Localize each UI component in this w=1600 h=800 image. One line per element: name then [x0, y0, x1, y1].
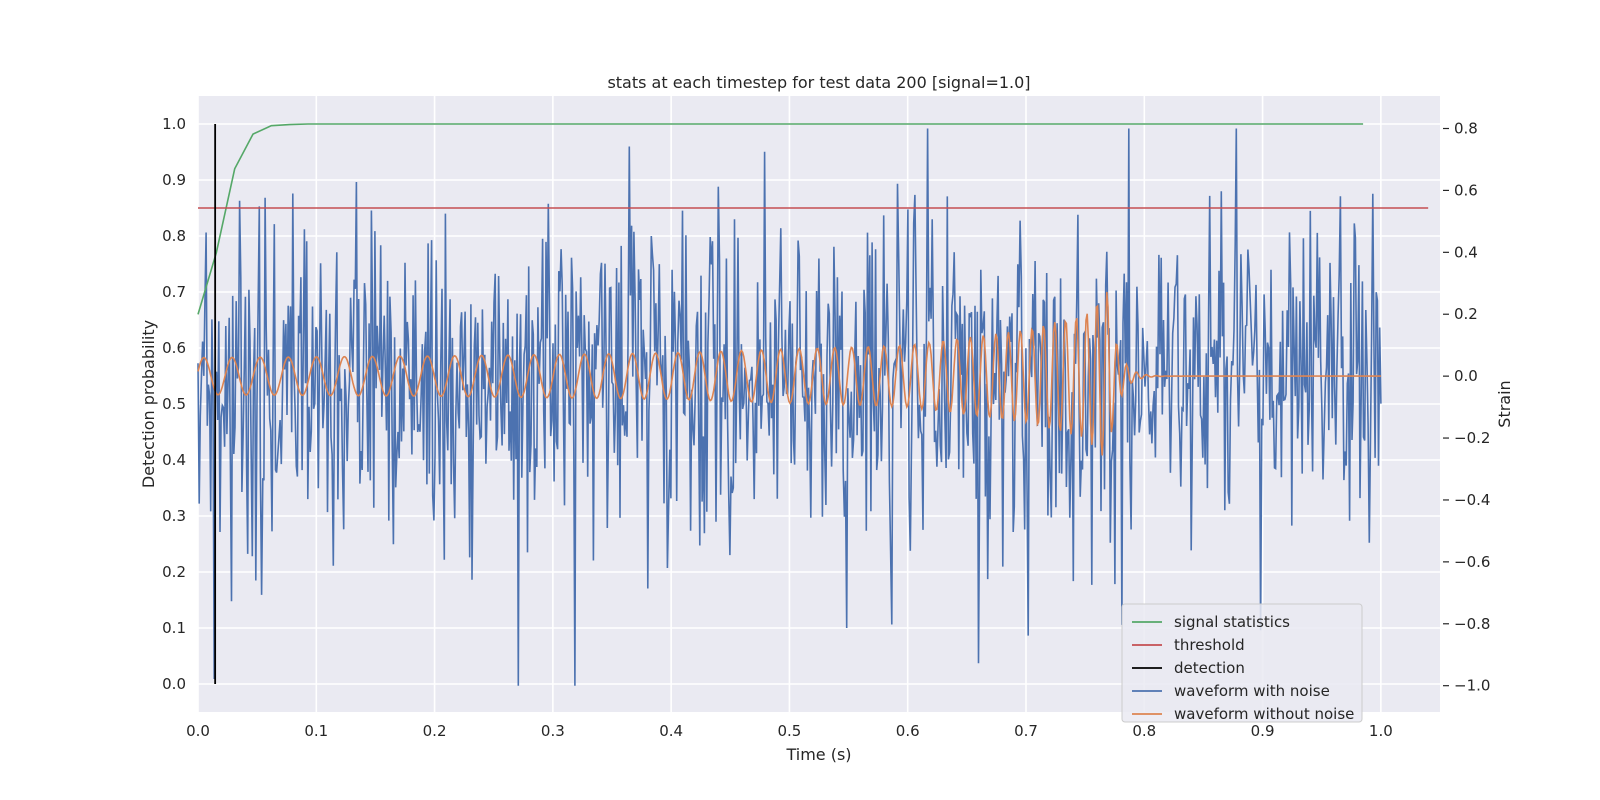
y-tick-label: 0.0	[162, 675, 186, 693]
series-layer	[197, 123, 1429, 686]
y2-tick-label: −0.6	[1454, 553, 1490, 571]
x-tick-label: 0.3	[541, 722, 565, 740]
x-tick-label: 0.6	[896, 722, 920, 740]
y2-tick-label: −0.2	[1454, 429, 1490, 447]
x-tick-label: 0.2	[423, 722, 447, 740]
signal-statistics-line	[197, 123, 1364, 315]
y-tick-label: 1.0	[162, 115, 186, 133]
x-tick-label: 0.0	[186, 722, 210, 740]
y-tick-label: 0.4	[162, 451, 186, 469]
x-tick-label: 0.4	[659, 722, 683, 740]
legend-label: waveform without noise	[1174, 705, 1354, 723]
waveform-without-noise-line	[197, 291, 1381, 456]
y-axis-label: Detection probability	[139, 320, 158, 488]
y2-tick-label: 0.8	[1454, 120, 1478, 138]
y-tick-label: 0.7	[162, 283, 186, 301]
legend-label: detection	[1174, 659, 1245, 677]
x-tick-label: 0.7	[1014, 722, 1038, 740]
x-tick-label: 0.1	[304, 722, 328, 740]
legend-box	[1121, 603, 1363, 723]
y2-tick-label: 0.6	[1454, 181, 1478, 199]
y2-tick-label: 0.0	[1454, 367, 1478, 385]
y-tick-label: 0.9	[162, 171, 186, 189]
legend-label: signal statistics	[1174, 613, 1290, 631]
y2-tick-label: −0.8	[1454, 615, 1490, 633]
y2-tick-label: −1.0	[1454, 677, 1490, 695]
y-tick-label: 0.1	[162, 619, 186, 637]
y-tick-label: 0.8	[162, 227, 186, 245]
y-tick-label: 0.6	[162, 339, 186, 357]
axes: 0.0 0.1 0.2 0.3 0.4 0.5 0.6 0.7 0.8 0.9 1.0 0.0 0.1 0…	[162, 115, 1490, 740]
y-tick-label: 0.2	[162, 563, 186, 581]
y2-tick-label: −0.4	[1454, 491, 1490, 509]
legend-label: threshold	[1174, 636, 1245, 654]
y2-axis-label: Strain	[1495, 380, 1514, 427]
y2-tick-label: 0.4	[1454, 243, 1478, 261]
x-tick-label: 1.0	[1369, 722, 1393, 740]
chart-title: stats at each timestep for test data 200…	[607, 73, 1030, 92]
x-tick-label: 0.5	[777, 722, 801, 740]
y-tick-label: 0.5	[162, 395, 186, 413]
legend: signal statistics threshold detection wavef…	[1121, 603, 1363, 723]
x-axis-label: Time (s)	[785, 745, 851, 764]
waveform-with-noise-line	[197, 128, 1382, 686]
y-tick-label: 0.3	[162, 507, 186, 525]
legend-label: waveform with noise	[1174, 682, 1330, 700]
x-tick-label: 0.9	[1251, 722, 1275, 740]
x-tick-label: 0.8	[1132, 722, 1156, 740]
y2-tick-label: 0.2	[1454, 305, 1478, 323]
